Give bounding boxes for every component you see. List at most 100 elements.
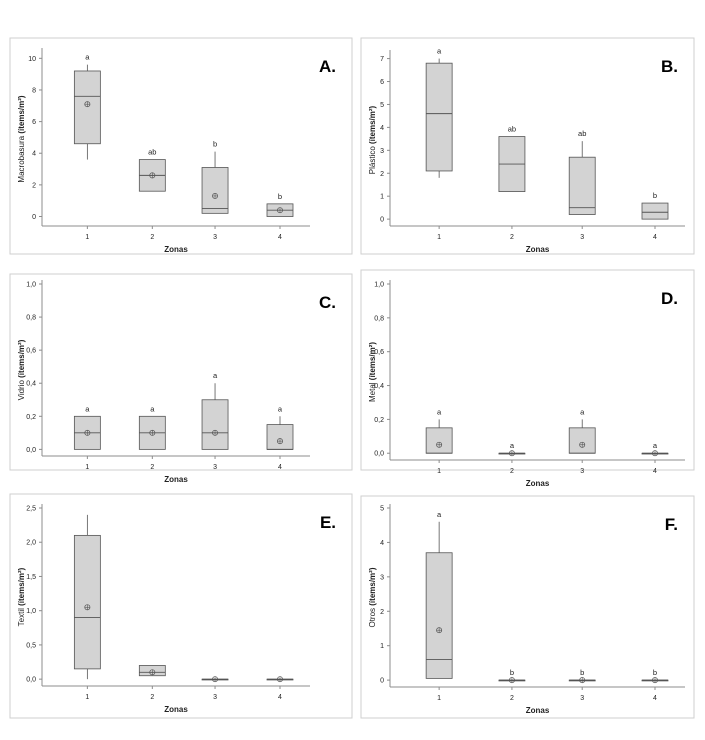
panel-label: F. (665, 515, 678, 534)
y-axis-label: Vidrio (ítems/m²) (17, 339, 26, 400)
y-tick-label: 4 (380, 540, 384, 547)
x-tick-label: 2 (150, 464, 154, 471)
x-axis-label: Zonas (164, 475, 188, 484)
x-tick-label: 3 (580, 468, 584, 475)
x-tick-label: 4 (653, 234, 657, 241)
box-zone-4: a (266, 404, 294, 450)
box-zone-1 (73, 514, 101, 680)
y-tick-label: 0,8 (26, 315, 36, 322)
y-tick-label: 1 (380, 194, 384, 201)
box-iqr (266, 424, 294, 450)
y-tick-label: 0 (380, 217, 384, 224)
box-zone-1: a (425, 47, 453, 178)
y-tick-label: 1,5 (26, 574, 36, 581)
y-tick-label: 2 (32, 182, 36, 189)
y-tick-label: 0 (380, 678, 384, 685)
y-tick-label: 2,5 (26, 506, 36, 513)
panel-4: 0,0 0,2 0,4 0,6 0,8 1,0 1 2 3 4 Zonas Metal (ítems/… (360, 269, 695, 488)
y-tick-label: 6 (32, 119, 36, 126)
box-iqr (201, 167, 229, 214)
y-tick-label: 4 (32, 151, 36, 158)
y-tick-label: 0,8 (374, 315, 384, 322)
significance-letter: a (653, 441, 658, 450)
box-zone-2: a (138, 404, 166, 450)
box-zone-4 (266, 676, 294, 683)
panel-label: B. (661, 57, 678, 76)
box-zone-1: a (73, 53, 101, 160)
box-iqr (568, 427, 596, 454)
x-tick-label: 4 (653, 468, 657, 475)
box-iqr (201, 399, 229, 450)
significance-letter: a (278, 404, 283, 413)
x-axis-label: Zonas (164, 705, 188, 714)
box-zone-2 (138, 665, 166, 677)
significance-letter: b (213, 140, 217, 149)
y-tick-label: 1,0 (26, 608, 36, 615)
significance-letter: a (437, 407, 442, 416)
box-iqr (425, 62, 453, 172)
significance-letter: ab (508, 125, 516, 134)
y-axis-label: Macrobasura (ítems/m²) (17, 95, 26, 182)
box-iqr (73, 70, 101, 145)
panel-frame (9, 273, 353, 471)
y-tick-label: 4 (380, 125, 384, 132)
x-tick-label: 3 (213, 694, 217, 701)
panel-label: A. (319, 57, 336, 76)
x-tick-label: 1 (85, 464, 89, 471)
significance-letter: b (510, 668, 514, 677)
significance-letter: a (150, 404, 155, 413)
y-tick-label: 1,0 (374, 282, 384, 289)
y-axis-label: Otros (ítems/m²) (368, 567, 377, 627)
significance-letter: a (437, 47, 442, 56)
box-zone-4: b (641, 668, 669, 684)
panel-frame (360, 495, 695, 719)
x-tick-label: 2 (510, 234, 514, 241)
box-zone-2: b (498, 668, 526, 684)
box-zone-2: ab (498, 125, 526, 192)
y-tick-label: 2 (380, 171, 384, 178)
box-iqr (425, 427, 453, 454)
y-tick-label: 3 (380, 148, 384, 155)
x-axis-label: Zonas (164, 245, 188, 254)
panel-frame (360, 269, 695, 471)
x-tick-label: 2 (150, 234, 154, 241)
x-tick-label: 4 (278, 694, 282, 701)
panel-frame (9, 493, 353, 719)
y-tick-label: 0,0 (374, 451, 384, 458)
significance-letter: a (213, 371, 218, 380)
panel-label: D. (661, 289, 678, 308)
significance-letter: b (653, 668, 657, 677)
y-tick-label: 0,4 (374, 383, 384, 390)
y-tick-label: 1,0 (26, 282, 36, 289)
y-tick-label: 2,0 (26, 540, 36, 547)
box-iqr (425, 552, 453, 679)
y-axis-label: Textil (ítems/m²) (17, 567, 26, 626)
significance-letter: a (580, 407, 585, 416)
significance-letter: b (278, 192, 282, 201)
box-zone-4: b (641, 191, 669, 220)
box-zone-3: a (201, 371, 229, 450)
box-zone-1: a (425, 407, 453, 454)
x-tick-label: 4 (653, 695, 657, 702)
y-tick-label: 1 (380, 643, 384, 650)
y-axis-label: Metal (ítems/m²) (368, 342, 377, 402)
significance-letter: a (85, 53, 90, 62)
box-zone-3: a (568, 407, 596, 454)
x-tick-label: 1 (85, 694, 89, 701)
x-tick-label: 2 (510, 695, 514, 702)
y-tick-label: 0,4 (26, 381, 36, 388)
box-zone-1: a (425, 510, 453, 679)
significance-letter: a (85, 404, 90, 413)
panel-label: C. (319, 293, 336, 312)
panel-6: 0 1 2 3 4 5 1 2 3 4 Zonas Otros (ítems/m²) F. a b b b (360, 495, 695, 719)
panel-frame (360, 37, 695, 255)
panel-2: 0 1 2 3 4 5 6 7 1 2 3 4 Zonas Plástico (ítems/m²) B. a a… (360, 37, 695, 255)
x-tick-label: 3 (213, 234, 217, 241)
box-zone-2: a (498, 441, 526, 457)
x-tick-label: 1 (437, 468, 441, 475)
x-tick-label: 3 (213, 464, 217, 471)
y-tick-label: 2 (380, 609, 384, 616)
x-tick-label: 3 (580, 234, 584, 241)
